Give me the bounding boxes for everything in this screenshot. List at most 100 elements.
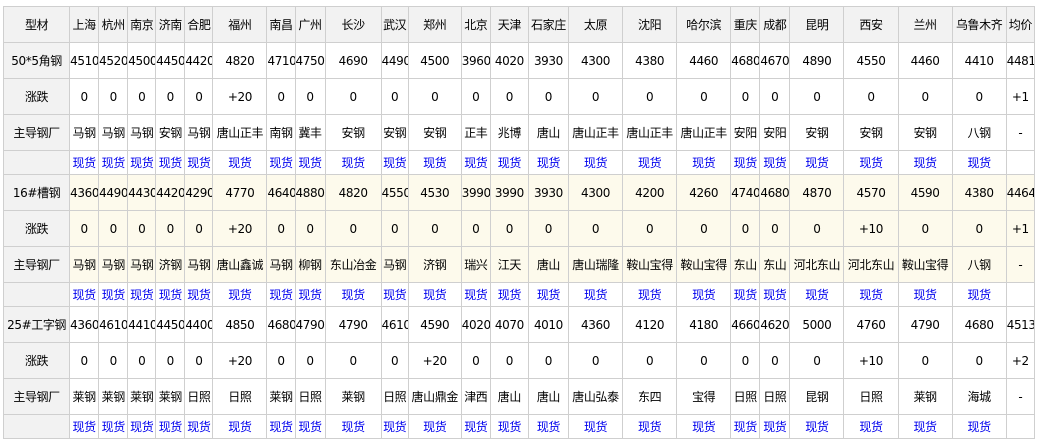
spot-link[interactable]: 现货 — [158, 420, 183, 434]
mill-cell: 安钢 — [155, 114, 186, 151]
mill-cell: 昆钢 — [789, 378, 845, 415]
spot-cell: 现货 — [407, 150, 462, 175]
spot-link[interactable]: 现货 — [692, 420, 716, 434]
average-price: 4513 — [1005, 306, 1036, 343]
change-cell: 0 — [155, 210, 186, 247]
spot-link[interactable]: 现货 — [583, 288, 608, 302]
spot-link[interactable]: 现货 — [269, 420, 293, 434]
spot-link[interactable]: 现货 — [497, 420, 522, 434]
mill-cell: 柳钢 — [294, 246, 326, 283]
change-cell: 0 — [789, 78, 845, 115]
spot-link[interactable]: 现货 — [763, 288, 787, 302]
spot-link[interactable]: 现货 — [72, 156, 97, 170]
spot-link[interactable]: 现货 — [383, 288, 407, 302]
product-name: 25#工字钢 — [2, 306, 71, 343]
spot-link[interactable]: 现货 — [497, 156, 522, 170]
mill-row: 主导钢厂 马钢 马钢 马钢 济钢 马钢 唐山鑫诚 马钢 柳钢 东山冶金 马钢 济钢 瑞兴 江天 唐山 唐山瑞隆… — [2, 246, 1036, 283]
spot-link[interactable]: 现货 — [101, 420, 126, 434]
price-cell: 4380 — [951, 174, 1007, 211]
spot-link[interactable]: 现货 — [383, 156, 407, 170]
spot-link[interactable]: 现货 — [341, 420, 365, 434]
price-cell: 4530 — [407, 174, 462, 211]
spot-link[interactable]: 现货 — [536, 156, 561, 170]
spot-link[interactable]: 现货 — [464, 156, 488, 170]
spot-link[interactable]: 现货 — [733, 288, 758, 302]
spot-cell: 现货 — [730, 282, 761, 307]
mill-label: 主导钢厂 — [2, 378, 71, 415]
spot-link[interactable]: 现货 — [298, 288, 322, 302]
spot-link[interactable]: 现货 — [130, 288, 154, 302]
spot-link[interactable]: 现货 — [341, 288, 365, 302]
spot-link[interactable]: 现货 — [763, 156, 787, 170]
spot-link[interactable]: 现货 — [423, 420, 447, 434]
spot-link[interactable]: 现货 — [464, 288, 488, 302]
spot-link[interactable]: 现货 — [187, 420, 211, 434]
spot-link[interactable]: 现货 — [805, 420, 829, 434]
price-cell: 4430 — [127, 174, 157, 211]
spot-link[interactable]: 现货 — [967, 156, 992, 170]
spot-link[interactable]: 现货 — [967, 420, 992, 434]
change-cell: 0 — [897, 342, 953, 379]
price-cell: 4740 — [730, 174, 761, 211]
spot-link[interactable]: 现货 — [158, 156, 183, 170]
spot-link[interactable]: 现货 — [423, 156, 447, 170]
spot-link[interactable]: 现货 — [967, 288, 992, 302]
spot-link[interactable]: 现货 — [913, 420, 937, 434]
spot-link[interactable]: 现货 — [692, 156, 716, 170]
mill-cell: 莱钢 — [266, 378, 296, 415]
spot-link[interactable]: 现货 — [130, 156, 154, 170]
header-type: 型材 — [2, 6, 71, 43]
spot-link[interactable]: 现货 — [298, 156, 322, 170]
header-city: 均价 — [1005, 6, 1036, 43]
change-cell: 0 — [294, 78, 326, 115]
spot-link[interactable]: 现货 — [72, 420, 97, 434]
spot-link[interactable]: 现货 — [859, 288, 883, 302]
spot-link[interactable]: 现货 — [423, 288, 447, 302]
spot-link[interactable]: 现货 — [637, 288, 662, 302]
spot-cell: 现货 — [951, 414, 1007, 439]
spot-cell: 现货 — [460, 282, 491, 307]
spot-link[interactable]: 现货 — [805, 288, 829, 302]
spot-link[interactable]: 现货 — [859, 420, 883, 434]
mill-cell: 济钢 — [155, 246, 186, 283]
spot-cell: 现货 — [460, 414, 491, 439]
spot-link[interactable]: 现货 — [341, 156, 365, 170]
spot-link[interactable]: 现货 — [497, 288, 522, 302]
spot-link[interactable]: 现货 — [228, 156, 252, 170]
spot-link[interactable]: 现货 — [913, 288, 937, 302]
spot-link[interactable]: 现货 — [733, 156, 758, 170]
spot-link[interactable]: 现货 — [805, 156, 829, 170]
spot-link[interactable]: 现货 — [383, 420, 407, 434]
price-cell: 4750 — [294, 42, 326, 79]
spot-link[interactable]: 现货 — [583, 156, 608, 170]
spot-link[interactable]: 现货 — [637, 420, 662, 434]
spot-link[interactable]: 现货 — [72, 288, 97, 302]
spot-link[interactable]: 现货 — [101, 156, 126, 170]
spot-link[interactable]: 现货 — [536, 420, 561, 434]
spot-link[interactable]: 现货 — [637, 156, 662, 170]
price-cell: 3930 — [527, 174, 569, 211]
spot-link[interactable]: 现货 — [228, 420, 252, 434]
spot-link[interactable]: 现货 — [859, 156, 883, 170]
spot-link[interactable]: 现货 — [913, 156, 937, 170]
spot-link[interactable]: 现货 — [692, 288, 716, 302]
mill-cell: 鞍山宝得 — [676, 246, 732, 283]
spot-link[interactable]: 现货 — [269, 288, 293, 302]
spot-link[interactable]: 现货 — [733, 420, 758, 434]
spot-link[interactable]: 现货 — [228, 288, 252, 302]
spot-link[interactable]: 现货 — [269, 156, 293, 170]
spot-link[interactable]: 现货 — [158, 288, 183, 302]
change-cell: 0 — [489, 210, 529, 247]
spot-link[interactable]: 现货 — [101, 288, 126, 302]
spot-link[interactable]: 现货 — [298, 420, 322, 434]
spot-link[interactable]: 现货 — [130, 420, 154, 434]
spot-link[interactable]: 现货 — [187, 156, 211, 170]
spot-link[interactable]: 现货 — [763, 420, 787, 434]
header-city: 济南 — [155, 6, 186, 43]
spot-link[interactable]: 现货 — [536, 288, 561, 302]
spot-link[interactable]: 现货 — [583, 420, 608, 434]
spot-link[interactable]: 现货 — [187, 288, 211, 302]
mill-cell: 唐山正丰 — [567, 114, 624, 151]
spot-link[interactable]: 现货 — [464, 420, 488, 434]
mill-cell: 兆博 — [489, 114, 529, 151]
